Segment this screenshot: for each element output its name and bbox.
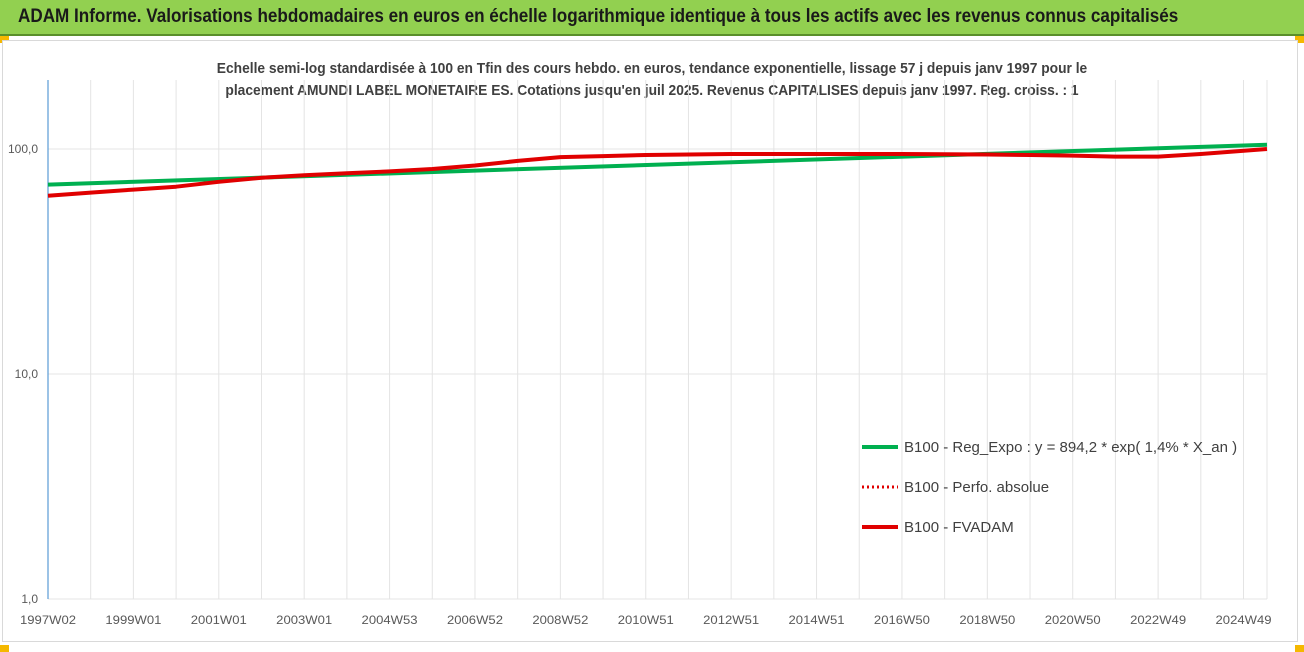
x-tick-label: 2008W52 xyxy=(532,613,588,627)
y-tick-label: 100,0 xyxy=(8,142,38,156)
x-tick-label: 2004W53 xyxy=(362,613,418,627)
x-tick-label: 2001W01 xyxy=(191,613,247,627)
x-tick-label: 1997W02 xyxy=(20,613,76,627)
x-tick-label: 2014W51 xyxy=(789,613,845,627)
y-tick-label: 10,0 xyxy=(15,367,39,381)
corner-marker xyxy=(0,645,9,652)
x-tick-label: 2010W51 xyxy=(618,613,674,627)
x-tick-label: 2016W50 xyxy=(874,613,930,627)
legend-label: B100 - Reg_Expo : y = 894,2 * exp( 1,4% … xyxy=(904,439,1237,456)
chart-title-line-1: Echelle semi-log standardisée à 100 en T… xyxy=(216,60,1088,77)
chart-area xyxy=(2,40,1298,642)
x-tick-label: 1999W01 xyxy=(105,613,161,627)
corner-marker xyxy=(1295,36,1304,43)
series-line-3 xyxy=(47,147,1268,198)
corner-marker xyxy=(1295,645,1304,652)
x-tick-label: 2012W51 xyxy=(703,613,759,627)
series-line-1 xyxy=(47,142,1268,187)
x-tick-label: 2024W49 xyxy=(1216,613,1272,627)
y-tick-label: 1,0 xyxy=(21,592,38,606)
x-tick-label: 2006W52 xyxy=(447,613,503,627)
legend-label: B100 - FVADAM xyxy=(904,519,1014,536)
x-tick-label: 2020W50 xyxy=(1045,613,1101,627)
x-tick-label: 2003W01 xyxy=(276,613,332,627)
x-tick-label: 2018W50 xyxy=(959,613,1015,627)
header-bar: ADAM Informe. Valorisations hebdomadaire… xyxy=(0,0,1304,36)
chart-title: Echelle semi-log standardisée à 100 en T… xyxy=(0,58,1304,102)
chart-title-line-2: placement AMUNDI LABEL MONETAIRE ES. Cot… xyxy=(225,82,1079,99)
x-tick-label: 2022W49 xyxy=(1130,613,1186,627)
legend-label: B100 - Perfo. absolue xyxy=(904,479,1049,496)
page-title: ADAM Informe. Valorisations hebdomadaire… xyxy=(18,6,1179,27)
corner-marker xyxy=(0,36,9,43)
